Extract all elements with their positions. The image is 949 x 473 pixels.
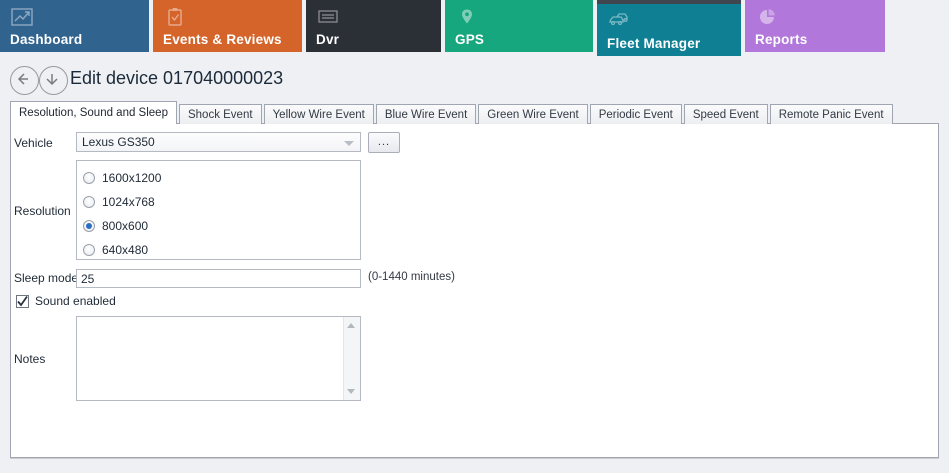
tab-label: Periodic Event [598,108,673,121]
tab-label: Blue Wire Event [384,108,468,121]
sleep-mode-input[interactable] [76,269,361,288]
tab-remote-panic-event[interactable]: Remote Panic Event [769,104,893,124]
nav-label-fleet-manager: Fleet Manager [607,36,701,51]
circle-arrow-down-icon [40,67,67,91]
scroll-down-icon[interactable] [347,389,355,394]
tab-label: Yellow Wire Event [272,108,365,121]
nav-label-dvr: Dvr [316,32,340,47]
chevron-down-icon [344,141,354,146]
sound-enabled-label: Sound enabled [35,294,116,308]
vehicle-browse-button[interactable]: ... [368,132,400,153]
back-button[interactable] [10,66,39,95]
pie-chart-icon [756,7,778,27]
nav-tile-dashboard[interactable]: Dashboard [0,0,149,52]
circle-arrow-left-icon [11,67,38,91]
nav-tile-reports[interactable]: Reports [745,0,885,52]
sleep-mode-label: Sleep mode [14,271,79,285]
radio-icon [83,196,95,208]
vehicle-select-value: Lexus GS350 [82,135,155,149]
radio-resolution-1600x1200[interactable]: 1600x1200 [83,169,161,187]
tab-yellow-wire-event[interactable]: Yellow Wire Event [263,104,374,124]
tab-label: Speed Event [692,108,759,121]
tab-label: Resolution, Sound and Sleep [19,107,168,119]
nav-tile-dvr[interactable]: Dvr [306,0,441,52]
notes-container [76,316,361,401]
cars-icon [608,9,630,29]
resolution-label: Resolution [14,204,71,218]
tab-label: Shock Event [187,108,253,121]
tab-speed-event[interactable]: Speed Event [683,104,768,124]
resolution-radio-group: 1600x1200 1024x768 800x600 640x480 [76,160,361,260]
tab-periodic-event[interactable]: Periodic Event [589,104,682,124]
nav-tile-events-and-reviews[interactable]: Events & Reviews [153,0,302,52]
scroll-up-icon[interactable] [347,323,355,328]
nav-label-gps: GPS [455,32,485,47]
tab-label: Green Wire Event [487,108,579,121]
sound-enabled-checkbox[interactable]: Sound enabled [16,294,116,308]
notes-scrollbar[interactable] [343,317,360,400]
monitor-icon [317,7,339,27]
radio-resolution-640x480[interactable]: 640x480 [83,241,148,259]
download-button[interactable] [39,66,68,95]
tab-strip: Resolution, Sound and Sleep Shock Event … [10,101,940,124]
tab-shock-event[interactable]: Shock Event [178,104,262,124]
radio-label: 1024x768 [102,195,155,209]
sleep-mode-hint: (0-1440 minutes) [368,271,455,283]
checkmark-icon [16,294,29,308]
radio-resolution-1024x768[interactable]: 1024x768 [83,193,155,211]
vehicle-label: Vehicle [14,136,53,150]
main-navigation: Dashboard Events & Reviews Dvr [0,0,949,57]
radio-resolution-800x600[interactable]: 800x600 [83,217,148,235]
radio-icon [83,244,95,256]
radio-icon [83,220,95,232]
nav-tile-gps[interactable]: GPS [445,0,593,52]
tab-blue-wire-event[interactable]: Blue Wire Event [375,104,477,124]
nav-label-events-and-reviews: Events & Reviews [163,32,282,47]
radio-label: 1600x1200 [102,171,162,185]
tab-resolution-sound-and-sleep[interactable]: Resolution, Sound and Sleep [10,101,177,124]
clipboard-check-icon [164,7,186,27]
page-title: Edit device 017040000023 [70,68,284,88]
tab-label: Remote Panic Event [778,108,884,121]
radio-icon [83,172,95,184]
line-chart-icon [11,7,33,27]
nav-label-reports: Reports [755,32,808,47]
nav-tile-fleet-manager[interactable]: Fleet Manager [597,0,741,56]
tab-green-wire-event[interactable]: Green Wire Event [478,104,588,124]
map-pin-icon [456,7,478,27]
notes-label: Notes [14,352,46,366]
radio-label: 800x600 [102,219,149,233]
radio-label: 640x480 [102,243,149,257]
notes-textarea[interactable] [77,317,344,400]
vehicle-select[interactable]: Lexus GS350 [76,132,361,152]
nav-label-dashboard: Dashboard [10,32,83,47]
